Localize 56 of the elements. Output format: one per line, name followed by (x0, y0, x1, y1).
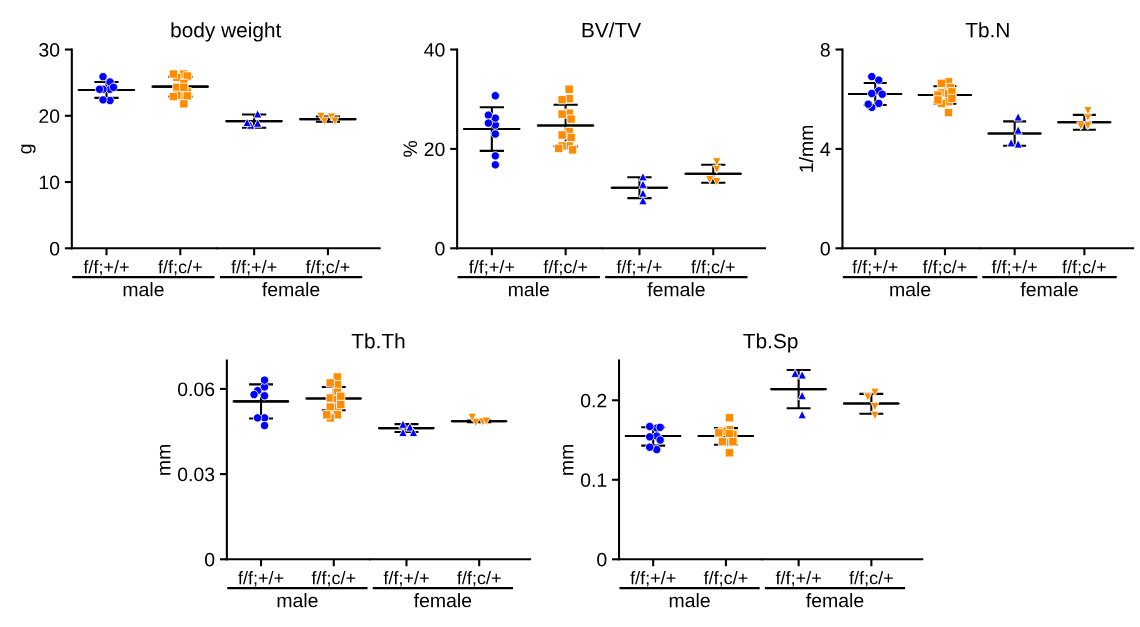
y-axis-title: 1/mm (798, 125, 814, 172)
chart-title: Tb.Th (351, 333, 405, 349)
x-tick-label: f/f;c/+ (703, 571, 748, 587)
x-tick-label: f/f;+/+ (469, 260, 515, 276)
y-tick-label: 0 (597, 552, 607, 567)
y-tick-label: 0.2 (580, 393, 607, 408)
chart-title: Tb.N (965, 22, 1009, 38)
y-tick-label: 0 (820, 241, 830, 256)
text: male (123, 282, 164, 297)
text: male (669, 593, 710, 608)
y-tick-label: 0.03 (177, 467, 215, 482)
y-tick-label: 0.06 (177, 382, 215, 397)
y-tick-label: 8 (820, 43, 830, 57)
y-axis-title: mm (159, 444, 171, 475)
x-tick-label: f/f;c/+ (1062, 260, 1106, 276)
y-tick-label: 20 (39, 109, 60, 124)
y-tick-label: 20 (424, 142, 445, 157)
text: female (262, 282, 320, 297)
text: female (647, 282, 705, 297)
x-tick-label: f/f;+/+ (991, 260, 1037, 276)
y-axis-title: % (403, 140, 418, 157)
chart-title: BV/TV (582, 22, 642, 38)
x-tick-label: f/f;c/+ (311, 571, 356, 587)
y-tick-label: 4 (820, 142, 831, 156)
text: female (413, 593, 472, 608)
x-tick-label: f/f;c/+ (158, 260, 202, 276)
x-tick-label: f/f;c/+ (305, 260, 350, 276)
text: male (508, 282, 549, 297)
y-tick-label: 0.1 (580, 473, 607, 488)
y-tick-label: 0 (205, 552, 215, 567)
x-tick-label: f/f;+/+ (231, 260, 277, 276)
x-tick-label: f/f;c/+ (457, 571, 501, 587)
x-tick-label: f/f;+/+ (616, 260, 662, 276)
y-tick-label: 0 (49, 241, 60, 256)
x-tick-label: f/f;c/+ (691, 260, 735, 276)
chart-title: body weight (171, 22, 282, 42)
text: male (277, 593, 318, 608)
y-axis-title: g (21, 144, 36, 154)
text: male (890, 282, 931, 297)
x-tick-label: f/f;+/+ (383, 571, 429, 587)
x-tick-label: f/f;c/+ (543, 260, 588, 276)
y-tick-label: 0 (435, 241, 445, 256)
x-tick-label: f/f;+/+ (630, 571, 676, 587)
text: female (806, 593, 864, 608)
y-tick-label: 10 (39, 175, 60, 190)
x-tick-label: f/f;c/+ (922, 260, 967, 276)
x-tick-label: f/f;c/+ (849, 571, 893, 587)
x-tick-label: f/f;+/+ (83, 260, 129, 276)
chart-title: Tb.Sp (743, 333, 798, 353)
y-tick-label: 40 (424, 43, 445, 57)
x-tick-label: f/f;+/+ (775, 571, 821, 587)
text: female (1020, 282, 1078, 297)
x-tick-label: f/f;+/+ (852, 260, 898, 276)
x-tick-label: f/f;+/+ (238, 571, 284, 587)
y-axis-title: mm (562, 444, 574, 475)
y-tick-label: 30 (39, 43, 60, 57)
